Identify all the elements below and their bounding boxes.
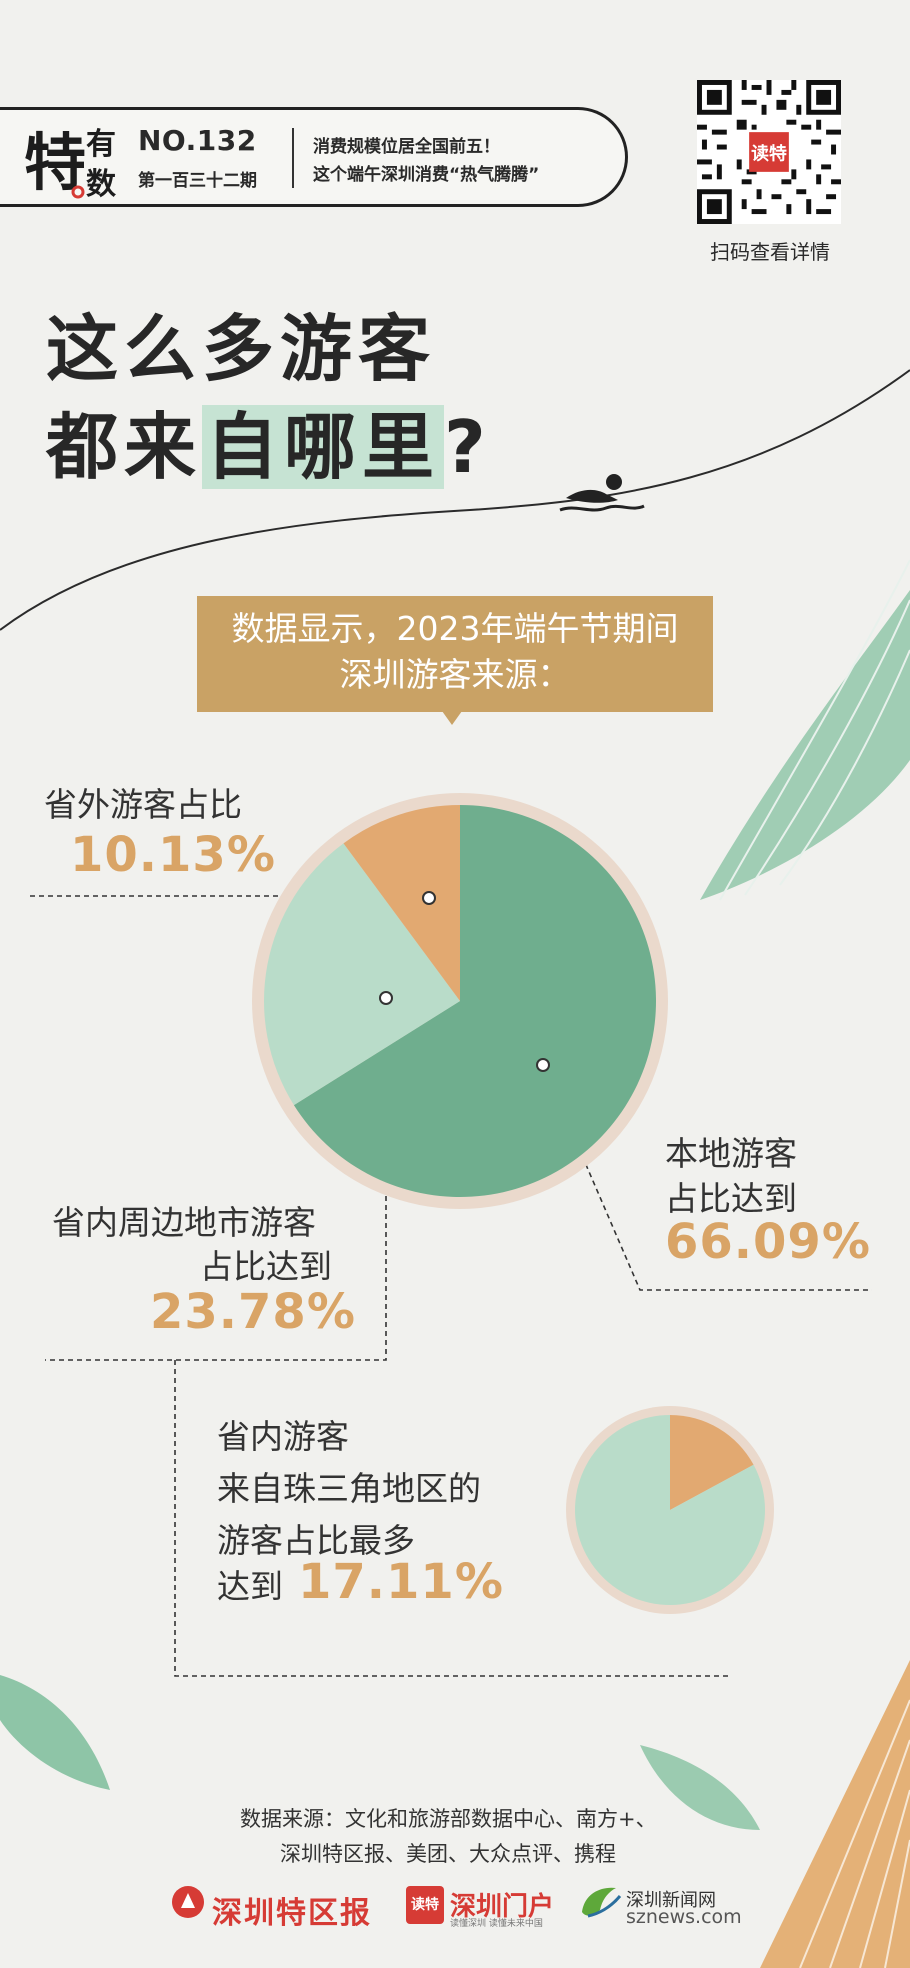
qr-caption: 扫码查看详情 — [710, 240, 830, 264]
data-source-line-2: 深圳特区报、美团、大众点评、携程 — [280, 1842, 616, 1866]
swimmer-icon — [559, 474, 645, 512]
prd-text-line-3: 游客占比最多 — [217, 1521, 415, 1560]
headline-line-2: 这个端午深圳消费“热气腾腾” — [313, 165, 540, 185]
main-title-line-2: 都来自哪里? — [46, 388, 486, 489]
main-title-highlight: 自哪里 — [202, 405, 445, 489]
header-divider — [292, 128, 294, 188]
prd-pie-slice-prd — [670, 1415, 754, 1510]
callout-line-2: 深圳游客来源： — [339, 655, 571, 694]
prd-text-line-1: 省内游客 — [217, 1417, 349, 1456]
main-title-line-1: 这么多游客 — [46, 307, 437, 391]
nearby-tourist-percent: 23.78% — [150, 1284, 356, 1340]
pie-slice-local — [293, 805, 656, 1197]
brand-sz-portal-slogan: 读懂深圳 读懂未来中国 — [450, 1919, 543, 1929]
issue-number: NO.132 — [138, 124, 257, 157]
sznews-logo-icon — [582, 1887, 622, 1918]
prd-pie-chart — [566, 1406, 774, 1614]
outside-tourist-label: 省外游客占比 — [44, 785, 242, 824]
callout-pointer — [442, 711, 462, 725]
pie-slice-outside — [343, 805, 460, 1001]
header-bar — [0, 107, 628, 207]
local-tourist-label-1: 本地游客 — [665, 1134, 797, 1173]
pie-slice-nearby — [264, 843, 460, 1106]
outside-tourist-percent: 10.13% — [70, 827, 276, 883]
main-title-question-mark: ? — [444, 405, 486, 489]
te-you-shu-logo: 特 有 数 — [24, 126, 117, 202]
qr-code[interactable]: 读特 — [697, 80, 841, 224]
dute-logo-icon: 读特 — [406, 1886, 444, 1924]
nearby-tourist-label-1: 省内周边地市游客 — [52, 1203, 316, 1242]
outside-slice-marker — [422, 891, 436, 905]
issue-number-chinese: 第一百三十二期 — [138, 171, 257, 191]
main-pie-chart — [252, 793, 668, 1209]
brand-sztqb: 深圳特区报 — [212, 1896, 372, 1931]
svg-text:数: 数 — [86, 167, 117, 202]
prd-text-line-4: 达到 — [217, 1567, 283, 1606]
nearby-slice-marker — [379, 991, 393, 1005]
headline-line-1: 消费规模位居全国前五！ — [313, 137, 500, 157]
main-title-part-a: 都来 — [46, 405, 203, 489]
prd-percent: 17.11% — [298, 1554, 504, 1610]
local-tourist-percent: 66.09% — [665, 1214, 871, 1270]
brand-sznews-domain: sznews.com — [626, 1906, 742, 1928]
nearby-tourist-label-2: 占比达到 — [200, 1247, 332, 1286]
local-slice-marker — [536, 1058, 550, 1072]
prd-text-line-2: 来自珠三角地区的 — [217, 1469, 481, 1508]
brand-sznews: 深圳新闻网 — [626, 1890, 716, 1911]
data-source-line-1: 数据来源：文化和旅游部数据中心、南方+、 — [240, 1807, 657, 1831]
svg-text:读特: 读特 — [751, 142, 787, 164]
prd-pie-slice-other — [575, 1415, 765, 1605]
brand-sz-portal: 深圳门户 — [450, 1892, 555, 1922]
svg-text:有: 有 — [86, 127, 116, 162]
sztqb-logo-icon — [172, 1886, 204, 1918]
local-tourist-label-2: 占比达到 — [665, 1179, 797, 1218]
callout-box: 数据显示，2023年端午节期间 深圳游客来源： — [197, 596, 713, 712]
callout-line-1: 数据显示，2023年端午节期间 — [231, 609, 679, 648]
